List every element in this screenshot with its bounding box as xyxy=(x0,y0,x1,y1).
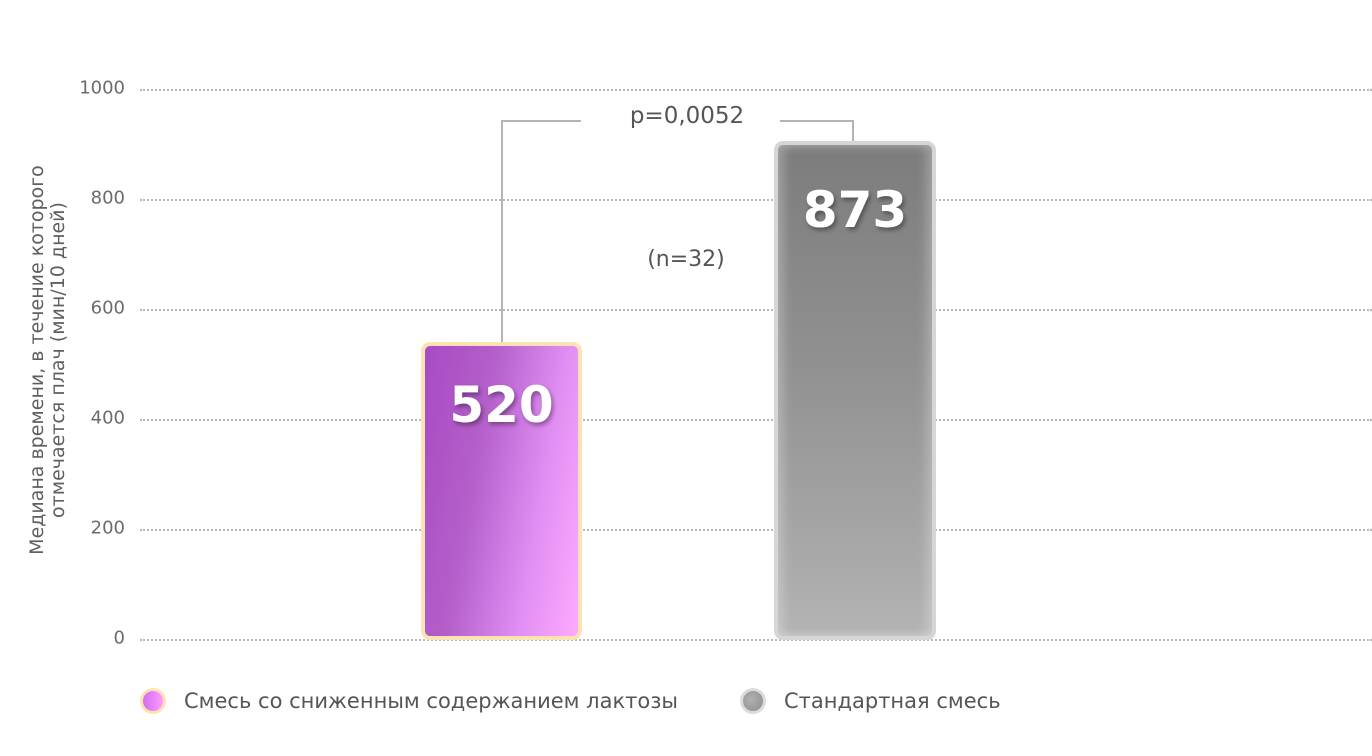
bar-low-lactose: 520 xyxy=(421,342,582,640)
n-label: (n=32) xyxy=(647,247,725,272)
gridline-800 xyxy=(140,199,1372,201)
bracket-left-vertical xyxy=(501,120,503,344)
gridline-400 xyxy=(140,419,1372,421)
legend-item-low-lactose: Смесь со сниженным содержанием лактозы xyxy=(140,688,678,714)
legend-marker-gray-icon xyxy=(739,688,766,714)
legend: Смесь со сниженным содержанием лактозы С… xyxy=(140,688,1063,714)
legend-marker-purple-icon xyxy=(140,688,166,714)
y-axis-label: Медиана времени, в течение которого отме… xyxy=(26,100,69,620)
bracket-right-horizontal xyxy=(780,120,854,122)
bracket-right-vertical xyxy=(852,120,854,144)
y-tick-0: 0 xyxy=(113,627,125,649)
y-tick-400: 400 xyxy=(90,407,125,429)
y-tick-800: 800 xyxy=(90,187,125,209)
y-tick-600: 600 xyxy=(90,297,125,319)
gridline-200 xyxy=(140,529,1372,531)
bracket-left-horizontal xyxy=(501,120,581,122)
p-value-label: p=0,0052 xyxy=(629,103,745,129)
bar-value-low-lactose: 520 xyxy=(449,376,554,434)
bar-standard: 873 xyxy=(774,141,936,640)
legend-label-low-lactose: Смесь со сниженным содержанием лактозы xyxy=(184,689,678,713)
gridline-0 xyxy=(140,639,1372,641)
bar-value-standard: 873 xyxy=(802,181,908,239)
gridline-1000 xyxy=(140,89,1372,91)
gridline-600 xyxy=(140,309,1372,311)
y-axis-label-line-2: отмечается плач (мин/10 дней) xyxy=(47,202,69,518)
y-axis-label-line-1: Медиана времени, в течение которого xyxy=(26,165,48,555)
legend-label-standard: Стандартная смесь xyxy=(783,689,1001,713)
legend-item-standard: Стандартная смесь xyxy=(739,688,1001,714)
y-tick-200: 200 xyxy=(90,517,125,539)
y-tick-1000: 1000 xyxy=(79,77,125,99)
